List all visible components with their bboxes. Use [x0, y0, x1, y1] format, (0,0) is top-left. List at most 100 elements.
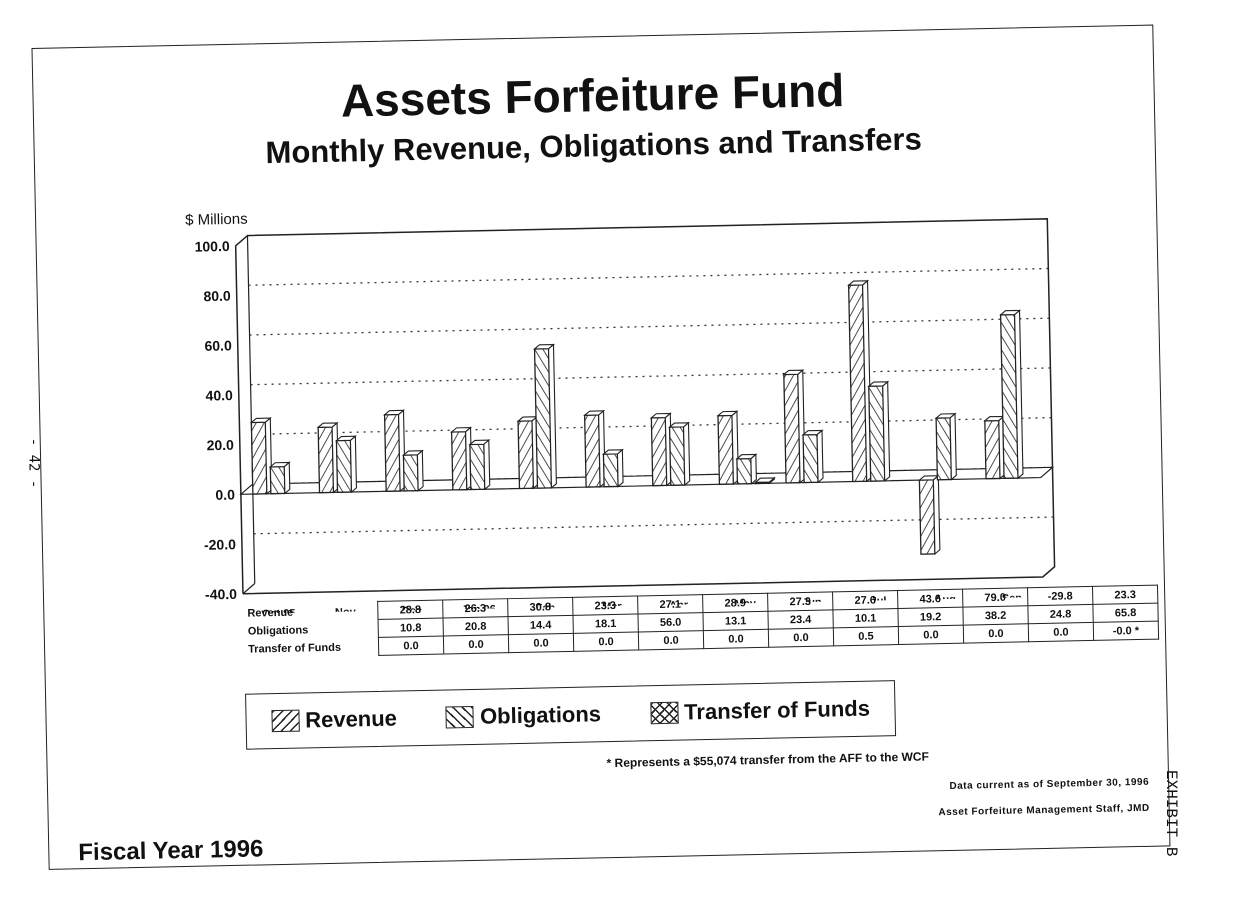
zero-baseline [239, 466, 1055, 495]
legend-label-obligations: Obligations [479, 701, 602, 729]
plot-frame [234, 218, 1056, 595]
data-label: 0.0 [638, 630, 704, 650]
bar [450, 431, 468, 491]
bar-top [847, 280, 870, 286]
legend-label-revenue: Revenue [304, 705, 398, 733]
bar-top [601, 449, 624, 455]
data-label: 65.8 [1092, 603, 1159, 623]
bar [736, 457, 753, 485]
y-tick-label: 0.0 [215, 486, 235, 502]
bar-side [683, 421, 691, 487]
bar-top [383, 409, 406, 416]
gridline [250, 367, 1051, 386]
data-label: 18.1 [572, 613, 639, 634]
data-label: 56.0 [637, 612, 704, 632]
bar [517, 420, 535, 490]
bar-side [283, 461, 291, 495]
bar [602, 453, 619, 488]
data-label: 0.0 [1028, 622, 1094, 642]
data-label: 0.0 [508, 633, 574, 653]
bar-top [533, 343, 556, 350]
bar-top [735, 453, 758, 460]
y-tick-label: -20.0 [204, 536, 236, 553]
data-label: 0.0 [963, 623, 1029, 644]
data-label: 19.2 [897, 607, 964, 627]
bar [317, 426, 335, 494]
data-label: 24.8 [1027, 604, 1094, 624]
bar-top [468, 439, 491, 446]
bar-top [753, 477, 776, 483]
data-label: 23.4 [767, 609, 834, 630]
plot-area: 100.0 80.0 60.0 40.0 20.0 0.0 -20.0 -40.0 Oct 95… [194, 218, 1056, 618]
data-label: 14.4 [507, 615, 574, 635]
gridline [249, 317, 1050, 336]
plot-floor-edge [242, 583, 256, 595]
bar-side [616, 448, 624, 488]
bar-top [801, 429, 824, 436]
bar-top [716, 410, 739, 417]
bar-side [416, 449, 424, 492]
bar-top [867, 381, 890, 387]
bar-side [349, 435, 357, 494]
data-label: 23.3 [572, 595, 638, 616]
plot-back-edge [246, 235, 256, 584]
bar [250, 421, 268, 495]
page-number: - 42 - [25, 437, 42, 489]
y-axis-label: $ Millions [185, 211, 248, 229]
bar [383, 413, 401, 492]
data-label: 0.0 [443, 634, 509, 655]
bar-side [949, 412, 957, 481]
bar [469, 443, 486, 491]
bar-side [816, 429, 824, 484]
bar-top [583, 410, 606, 416]
data-label: 10.1 [832, 608, 899, 628]
y-tick-label: 40.0 [205, 387, 233, 404]
bar-side [483, 438, 491, 491]
x-tick-label: Oct 95 [262, 608, 296, 618]
bar-top [999, 309, 1022, 316]
legend-item-transfer: Transfer of Funds [649, 695, 871, 727]
data-label: -0.0 * [1093, 621, 1159, 641]
legend-item-obligations: Obligations [445, 701, 602, 730]
fiscal-year-label: Fiscal Year 1996 [78, 835, 264, 867]
bar [583, 414, 601, 488]
data-label: 0.0 [378, 636, 444, 656]
data-label: 30.8 [507, 597, 573, 617]
bar-top [782, 369, 805, 376]
bar-top [934, 413, 957, 419]
bar-top [249, 417, 272, 424]
data-label: 27.3 [767, 591, 833, 612]
bar [650, 416, 668, 487]
data-label: 0.0 [573, 631, 639, 652]
data-label: 27.6 [832, 590, 898, 610]
table-row-label: Transfer of Funds [247, 641, 342, 656]
data-label: 26.3 [442, 598, 508, 619]
bar [668, 426, 686, 486]
data-label: 13.1 [702, 611, 769, 631]
bar [717, 414, 735, 485]
transfer-swatch-icon [649, 701, 679, 725]
data-label: 0.0 [898, 625, 964, 645]
bar-top [649, 412, 672, 419]
legend-item-revenue: Revenue [270, 705, 398, 735]
legend-label-transfer: Transfer of Funds [683, 695, 871, 725]
bar [918, 479, 936, 555]
obligations-swatch-icon [445, 705, 475, 729]
data-label: 28.9 [702, 593, 768, 613]
bar-top [450, 427, 473, 433]
bar-side [750, 453, 757, 485]
y-tick-label: -40.0 [205, 586, 237, 603]
bar-top [668, 422, 691, 428]
data-label: 27.1 [637, 594, 703, 614]
bar [868, 385, 886, 482]
y-tick-label: 60.0 [204, 337, 232, 354]
bar-top [401, 450, 424, 456]
y-tick-label: 80.0 [203, 288, 231, 305]
y-tick-label: 20.0 [206, 437, 234, 454]
bar-side [932, 474, 941, 556]
y-tick-label: 100.0 [194, 238, 230, 255]
data-label: -29.8 [1027, 586, 1093, 606]
bar-top [316, 422, 339, 428]
bar [984, 419, 1001, 480]
revenue-swatch-icon [270, 709, 300, 733]
